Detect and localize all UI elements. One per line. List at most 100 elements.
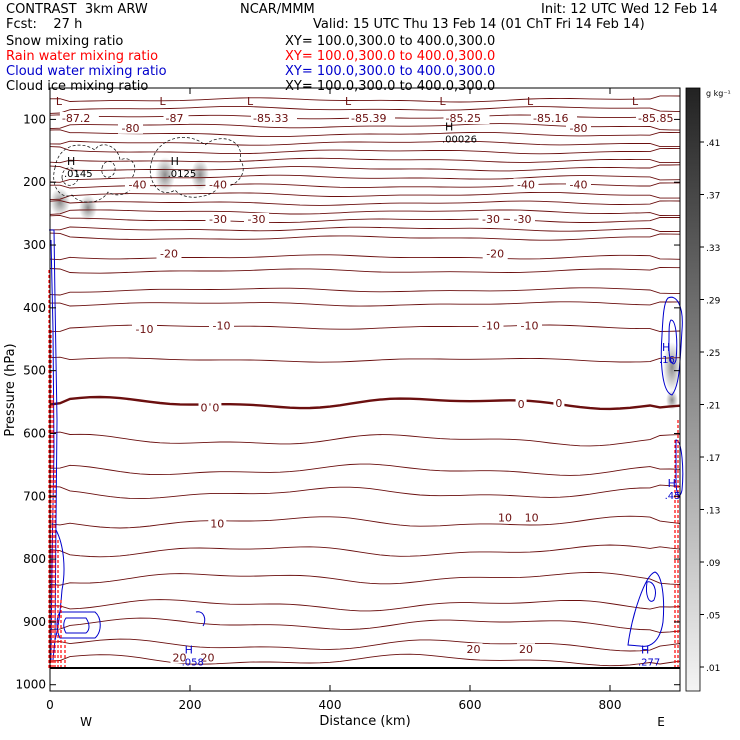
y-tick-label: 900 — [23, 615, 46, 629]
low-value-label: -87.2 — [62, 112, 90, 125]
init-time: Init: 12 UTC Wed 12 Feb 14 — [541, 2, 718, 17]
isotherm-line — [49, 617, 681, 633]
axes: 0 200 400 600 800100200300400500600700800900… — [15, 88, 680, 712]
colorbar-ticks: .41 .37 .33 .29 .25 .21 .17 .13 .09 .05 .01 — [700, 139, 721, 674]
field-xy-cloud-ice: XY= 100.0,300.0 to 400.0,300.0 — [285, 79, 496, 94]
high-marker: H — [67, 155, 75, 168]
colorbar-label: .25 — [706, 349, 720, 359]
label-mask — [198, 401, 210, 414]
high-marker: H — [668, 477, 676, 490]
label-mask — [208, 517, 227, 530]
high-marker: H — [641, 644, 649, 657]
temperature-label: 20 — [519, 643, 533, 656]
cloud-water-contours — [49, 229, 684, 661]
y-tick-label: 800 — [23, 552, 46, 566]
isotherm-line — [49, 515, 681, 529]
extrema-labels: -80 -80 -40 -40 -40 -40 -30 -30 -30 -30 -20 -20 -10 -… — [56, 95, 682, 669]
snow-shading — [50, 157, 681, 410]
isotherm-line — [49, 200, 681, 206]
temperature-label: -40 — [129, 178, 147, 191]
high-value-label: .45 — [665, 491, 681, 502]
high-value-label: .058 — [182, 658, 204, 669]
low-marker: L — [440, 95, 447, 108]
high-value-label: .16 — [659, 355, 675, 366]
isotherm-line — [49, 140, 680, 148]
temperature-label: -10 — [521, 320, 539, 333]
colorbar-label: .05 — [706, 612, 720, 622]
colorbar — [685, 87, 701, 692]
low-marker: L — [632, 95, 639, 108]
isotherm-line — [49, 254, 681, 261]
colorbar-label: .21 — [706, 402, 720, 412]
colorbar-label: .41 — [706, 139, 720, 149]
field-label-cloud-ice: Cloud ice mixing ratio — [6, 79, 149, 94]
west-label: W — [80, 715, 92, 729]
y-tick-label: 100 — [23, 112, 46, 126]
low-value-label: -85.33 — [253, 112, 288, 125]
low-value-label: -85.85 — [638, 112, 673, 125]
field-label-rain: Rain water mixing ratio — [6, 49, 159, 64]
temperature-label: -30 — [482, 213, 500, 226]
field-label-cloud-water: Cloud water mixing ratio — [6, 64, 167, 79]
label-mask — [517, 319, 542, 332]
colorbar-label: .17 — [706, 454, 720, 464]
x-axis-label: Distance (km) — [319, 714, 410, 729]
temperature-label: 20 — [201, 651, 215, 664]
y-tick-label: 300 — [23, 238, 46, 252]
label-mask — [517, 643, 535, 656]
valid-time: Valid: 15 UTC Thu 13 Feb 14 (01 ChT Fri … — [313, 17, 645, 32]
label-mask — [170, 651, 189, 664]
label-mask — [566, 178, 591, 191]
high-value-label: .0145 — [64, 169, 93, 180]
label-mask — [205, 178, 231, 191]
model-title: CONTRAST 3km ARW — [6, 2, 148, 17]
low-value-label: -85.25 — [446, 112, 481, 125]
isotherm-line — [49, 266, 681, 274]
field-label-snow: Snow mixing ratio — [6, 34, 124, 49]
temperature-label: -10 — [136, 323, 154, 336]
isotherm-line — [49, 638, 681, 652]
temperature-label: -20 — [160, 247, 178, 260]
label-mask — [636, 112, 682, 124]
label-mask — [478, 212, 504, 225]
label-mask — [566, 121, 591, 134]
label-mask — [443, 112, 490, 124]
plot-frame — [49, 87, 681, 692]
temperature-label: 10 — [498, 511, 512, 524]
colorbar-label: .01 — [706, 664, 720, 674]
label-mask — [513, 178, 539, 191]
label-mask — [132, 322, 157, 335]
field-xy-rain: XY= 100.0,300.0 to 400.0,300.0 — [285, 49, 496, 64]
low-marker: L — [56, 95, 63, 108]
isotherm-line — [49, 431, 681, 447]
low-marker: L — [247, 95, 254, 108]
isotherm-line — [49, 105, 681, 114]
label-mask — [59, 112, 99, 124]
isotherm-line — [49, 146, 681, 155]
low-value-label: -85.16 — [533, 112, 568, 125]
low-value-label: -87 — [166, 112, 184, 125]
label-mask — [251, 112, 297, 124]
isotherm-line — [49, 174, 681, 183]
isotherm-line — [49, 463, 681, 476]
label-mask — [210, 401, 222, 414]
isotherm-line — [49, 191, 680, 201]
temperature-label: -20 — [486, 247, 504, 260]
label-mask — [478, 319, 504, 332]
label-mask — [496, 511, 514, 524]
label-mask — [553, 396, 565, 409]
temperature-label: 0 — [201, 401, 208, 414]
colorbar-label: .13 — [706, 507, 720, 517]
isotherm-line — [49, 129, 681, 138]
y-tick-label: 200 — [23, 175, 46, 189]
rain-water-contours — [48, 270, 679, 668]
high-value-label: .00026 — [442, 134, 477, 145]
isotherm-line — [50, 301, 681, 307]
label-mask — [531, 112, 577, 124]
label-mask — [205, 212, 231, 225]
x-tick-label: 800 — [599, 698, 622, 712]
isotherm-line — [49, 395, 681, 411]
x-tick-label: 200 — [179, 698, 202, 712]
label-mask — [244, 212, 269, 225]
